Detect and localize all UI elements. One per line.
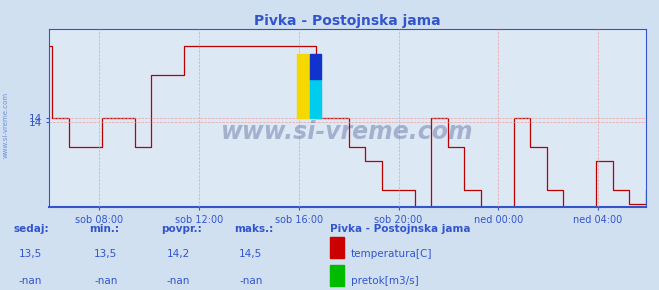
Text: 13,5: 13,5 bbox=[94, 249, 117, 258]
Text: 13,5: 13,5 bbox=[18, 249, 42, 258]
Text: www.si-vreme.com: www.si-vreme.com bbox=[221, 120, 474, 144]
Text: Pivka - Postojnska jama: Pivka - Postojnska jama bbox=[330, 224, 470, 234]
Text: 14,5: 14,5 bbox=[239, 249, 262, 258]
Text: www.si-vreme.com: www.si-vreme.com bbox=[2, 92, 9, 158]
Bar bbox=[310, 79, 321, 118]
Text: -nan: -nan bbox=[239, 276, 262, 287]
Text: povpr.:: povpr.: bbox=[161, 224, 202, 234]
Text: -nan: -nan bbox=[18, 276, 42, 287]
Text: min.:: min.: bbox=[89, 224, 119, 234]
Text: temperatura[C]: temperatura[C] bbox=[351, 249, 432, 258]
Text: maks.:: maks.: bbox=[234, 224, 273, 234]
Text: pretok[m3/s]: pretok[m3/s] bbox=[351, 276, 418, 287]
Bar bbox=[330, 237, 344, 258]
Text: sedaj:: sedaj: bbox=[13, 224, 49, 234]
Text: -nan: -nan bbox=[94, 276, 117, 287]
Bar bbox=[330, 265, 344, 286]
Bar bbox=[297, 54, 310, 118]
Title: Pivka - Postojnska jama: Pivka - Postojnska jama bbox=[254, 14, 441, 28]
Text: -nan: -nan bbox=[167, 276, 190, 287]
Text: 14,2: 14,2 bbox=[167, 249, 190, 258]
Bar bbox=[310, 54, 321, 79]
